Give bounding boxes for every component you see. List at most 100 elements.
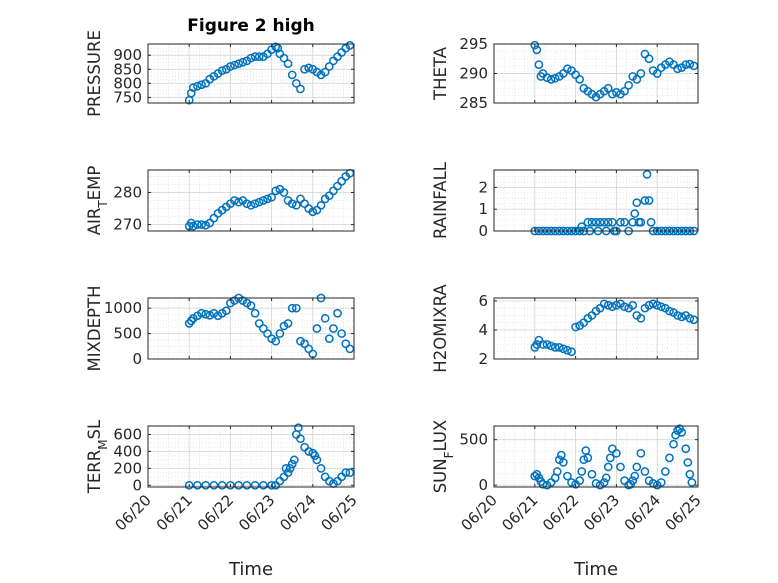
data-point: [283, 319, 293, 328]
y-tick-label: 0: [132, 350, 142, 368]
data-point: [238, 57, 248, 67]
y-axis-label: MIXDEPTH: [85, 286, 104, 372]
data-point: [209, 480, 219, 490]
data-point: [308, 448, 318, 458]
data-point: [612, 448, 621, 458]
axes-box: [147, 169, 355, 232]
axes-box: [147, 425, 355, 488]
data-point: [652, 300, 662, 310]
data-point: [669, 439, 678, 449]
series-markers: [530, 40, 699, 102]
y-tick-label: 6: [478, 292, 488, 310]
data-point: [312, 455, 322, 465]
data-point: [273, 43, 283, 53]
data-point: [316, 464, 326, 473]
x-tick-label: 06/25: [318, 491, 361, 534]
data-point: [587, 469, 597, 479]
data-point: [250, 199, 260, 209]
series-markers: [184, 293, 355, 359]
data-point: [630, 209, 640, 218]
data-point: [552, 467, 562, 476]
data-point: [599, 478, 609, 487]
data-point: [308, 207, 318, 217]
data-point: [595, 217, 605, 227]
subplot-h2omixra: 2 4 6 H2OMIXRA: [431, 284, 699, 373]
data-point: [329, 324, 338, 333]
data-point: [575, 476, 585, 485]
subplot-theta: 285 290 295 THETA: [431, 35, 699, 112]
data-point: [681, 444, 691, 454]
data-point: [601, 473, 611, 483]
data-point: [234, 197, 243, 207]
data-point: [656, 302, 666, 312]
data-point: [546, 341, 556, 351]
data-point: [304, 447, 314, 456]
data-point: [550, 343, 560, 352]
data-point: [246, 53, 256, 63]
data-point: [230, 60, 239, 70]
data-point: [341, 468, 351, 477]
y-tick-label: 750: [113, 88, 142, 106]
subplot-terr-msl: 0200400600TERRMSL06/2006/2106/2206/2306/…: [85, 419, 361, 534]
data-point: [599, 217, 609, 227]
data-point: [341, 339, 351, 349]
data-point: [587, 217, 597, 227]
data-point: [197, 220, 206, 229]
y-tick-label: 295: [459, 35, 488, 53]
data-point: [188, 83, 198, 92]
data-point: [530, 40, 540, 50]
series-markers: [184, 168, 355, 231]
data-point: [546, 75, 556, 84]
x-tick-label: 06/22: [539, 491, 582, 534]
x-tick-label: 06/20: [112, 491, 155, 534]
data-point: [193, 81, 202, 91]
y-tick-label: 1: [478, 200, 488, 218]
x-tick-label: 06/22: [194, 491, 237, 534]
data-point: [681, 60, 691, 70]
data-point: [665, 453, 674, 463]
data-point: [279, 188, 289, 197]
data-point: [337, 329, 346, 338]
y-axis-label: SUNFLUX: [431, 420, 456, 494]
data-point: [263, 194, 272, 204]
data-point: [287, 199, 297, 209]
data-point: [197, 80, 206, 90]
data-point: [656, 478, 666, 487]
data-point: [603, 462, 613, 472]
data-point: [217, 66, 227, 76]
data-point: [312, 324, 322, 333]
axes-box: [147, 297, 355, 360]
data-point: [579, 455, 589, 465]
data-point: [316, 200, 326, 210]
data-point: [628, 476, 638, 485]
y-tick-label: 0: [478, 476, 488, 494]
y-tick-label: 2: [478, 350, 488, 368]
data-point: [254, 319, 264, 328]
data-point: [271, 336, 281, 346]
data-point: [632, 462, 642, 472]
data-point: [532, 340, 542, 349]
data-point: [661, 467, 670, 476]
data-point: [640, 467, 650, 476]
y-axis-label: THETA: [431, 46, 450, 101]
x-tick-label: 06/21: [498, 491, 541, 534]
data-point: [603, 217, 613, 227]
data-point: [616, 217, 625, 227]
series-markers: [530, 424, 697, 490]
data-point: [271, 42, 281, 52]
data-point: [665, 306, 674, 316]
data-point: [538, 340, 548, 349]
data-point: [673, 64, 682, 74]
subplot-rainfall: 0 1 2 RAINFALL: [431, 161, 699, 240]
data-point: [259, 196, 268, 205]
data-point: [345, 468, 355, 477]
y-tick-label: 400: [113, 442, 142, 460]
data-point: [333, 308, 342, 318]
y-axis-label: RAINFALL: [431, 161, 450, 239]
axes-box: [147, 43, 355, 104]
data-point: [291, 303, 301, 313]
